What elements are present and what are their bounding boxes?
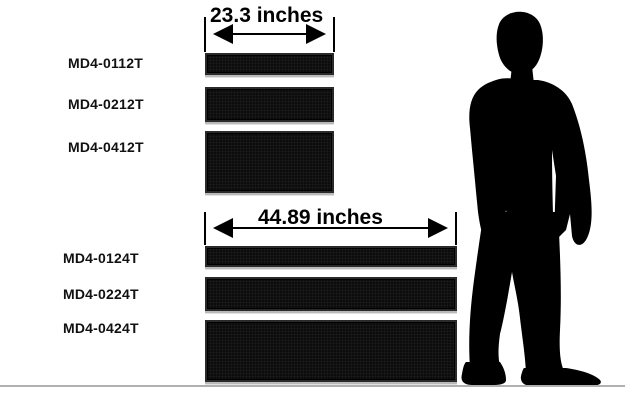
model-label-md4-0412t: MD4-0412T	[68, 139, 144, 155]
model-label-md4-0224t: MD4-0224T	[63, 286, 139, 302]
large-dimension-label: 44.89 inches	[258, 206, 383, 229]
sign-md4-0212t	[205, 87, 334, 122]
sign-md4-0112t	[205, 53, 334, 75]
model-label-md4-0212t: MD4-0212T	[68, 96, 144, 112]
sign-md4-0424t	[205, 320, 457, 382]
model-label-md4-0424t: MD4-0424T	[63, 320, 139, 336]
small-dimension-label: 23.3 inches	[210, 4, 324, 27]
sign-md4-0224t	[205, 277, 457, 311]
sign-md4-0412t	[205, 131, 334, 193]
model-label-md4-0124t: MD4-0124T	[63, 250, 139, 266]
floor-line	[0, 385, 625, 387]
sign-md4-0124t	[205, 246, 457, 267]
model-label-md4-0112t: MD4-0112T	[68, 55, 143, 71]
